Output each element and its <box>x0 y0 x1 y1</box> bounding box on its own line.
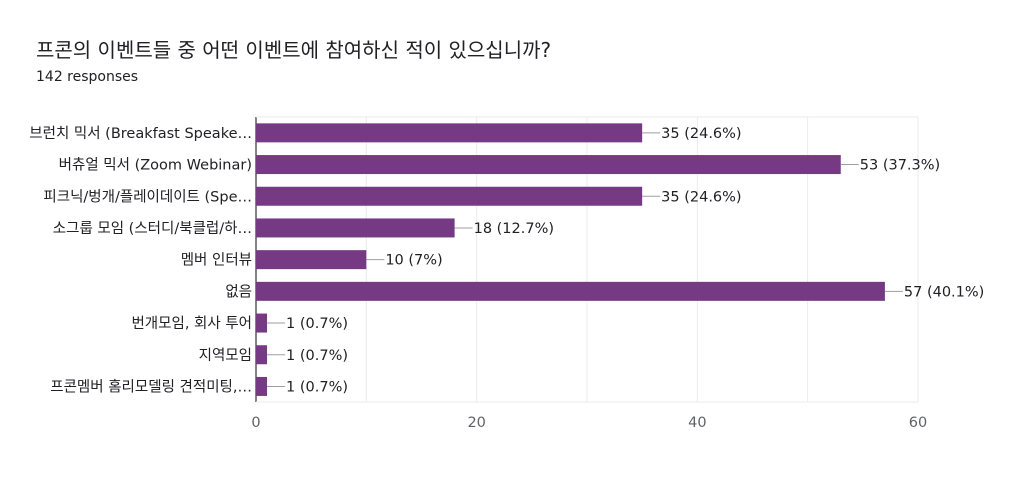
category-label: 브런치 믹서 (Breakfast Speake… <box>29 125 252 142</box>
value-label: 1 (0.7%) <box>286 348 348 364</box>
value-label: 35 (24.6%) <box>661 126 741 142</box>
bar <box>256 313 268 333</box>
value-label: 1 (0.7%) <box>286 379 348 395</box>
bars <box>256 123 903 396</box>
bar <box>256 250 367 270</box>
category-label: 번개모임, 회사 투어 <box>131 315 252 332</box>
category-label: 지역모임 <box>199 347 252 364</box>
value-label: 1 (0.7%) <box>286 316 348 332</box>
response-count: 142 responses <box>36 69 139 85</box>
value-label: 35 (24.6%) <box>661 189 741 205</box>
labels: 0 20 40 60 35 (24.6%) 브런치 믹서 (Breakfast Speak… <box>29 125 984 431</box>
category-label: 프콘멤버 홈리모델링 견적미팅,… <box>50 378 252 395</box>
bar <box>256 186 643 206</box>
bar <box>256 281 885 301</box>
category-label: 소그룹 모임 (스터디/북클럽/하… <box>53 220 252 237</box>
x-tick-label: 40 <box>688 415 706 431</box>
value-label: 18 (12.7%) <box>474 221 554 237</box>
category-label: 피크닉/벙개/플레이데이트 (Spe… <box>43 188 252 205</box>
bar <box>256 218 455 238</box>
chart-title: 프콘의 이벤트들 중 어떤 이벤트에 참여하신 적이 있으십니까? <box>36 38 552 62</box>
category-label: 멤버 인터뷰 <box>181 252 252 269</box>
category-label: 없음 <box>225 283 252 300</box>
value-label: 57 (40.1%) <box>904 284 984 300</box>
value-label: 10 (7%) <box>385 253 442 269</box>
value-label: 53 (37.3%) <box>860 158 940 174</box>
category-label: 버츄얼 믹서 (Zoom Webinar) <box>59 157 252 174</box>
x-tick-label: 0 <box>251 415 260 431</box>
x-tick-label: 20 <box>467 415 485 431</box>
bar <box>256 155 841 175</box>
x-tick-label: 60 <box>909 415 927 431</box>
bar <box>256 345 268 365</box>
bar <box>256 123 643 143</box>
bar <box>256 376 268 396</box>
